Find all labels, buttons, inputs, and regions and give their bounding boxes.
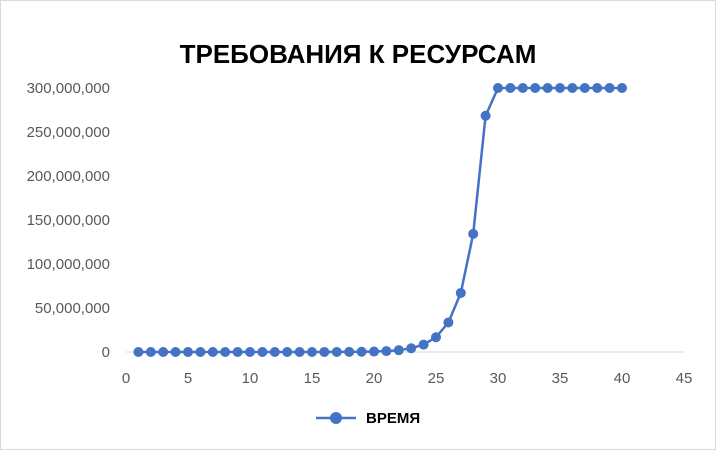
data-point: [220, 346, 231, 357]
x-tick-label: 20: [366, 370, 383, 387]
legend: ВРЕМЯ: [316, 410, 420, 427]
x-tick-label: 10: [242, 370, 259, 387]
data-point: [393, 345, 404, 356]
y-tick-label: 150,000,000: [27, 212, 110, 229]
data-point: [592, 83, 603, 93]
data-point: [555, 83, 565, 93]
legend-marker-dot: [330, 412, 342, 424]
data-point: [468, 228, 479, 239]
x-tick-label: 15: [304, 370, 321, 387]
y-tick-label: 50,000,000: [35, 300, 110, 317]
y-axis-ticks: 0 50,000,000 100,000,000 150,000,000 200,000…: [27, 80, 110, 361]
chart-title: ТРЕБОВАНИЯ К РЕСУРСАМ: [180, 39, 537, 69]
data-point: [170, 347, 181, 357]
data-point: [158, 347, 169, 357]
data-point: [369, 346, 379, 357]
x-axis-ticks: 0 5 10 15 20 25 30 35 40 45: [122, 370, 693, 387]
data-point: [455, 287, 466, 298]
data-point: [282, 346, 293, 357]
data-point: [183, 347, 193, 357]
y-tick-label: 250,000,000: [27, 124, 110, 141]
y-tick-label: 0: [102, 344, 110, 361]
data-point: [542, 83, 553, 93]
x-tick-label: 40: [614, 370, 631, 387]
data-point: [257, 346, 268, 357]
data-point: [617, 83, 627, 93]
x-tick-label: 35: [552, 370, 569, 387]
x-tick-label: 0: [122, 370, 130, 387]
data-point: [381, 346, 392, 357]
y-tick-label: 100,000,000: [27, 256, 110, 273]
legend-label-time: ВРЕМЯ: [366, 410, 420, 427]
data-point: [331, 346, 342, 357]
data-point: [207, 346, 218, 357]
data-point: [505, 83, 516, 93]
data-point: [431, 332, 441, 343]
series-line: [138, 86, 622, 354]
data-point: [195, 346, 206, 357]
data-point: [418, 339, 429, 350]
data-point: [145, 347, 156, 357]
data-point: [406, 343, 417, 354]
data-point: [493, 83, 503, 93]
data-point: [530, 83, 541, 93]
data-point: [579, 83, 590, 93]
data-point: [133, 347, 144, 357]
data-point: [604, 83, 615, 93]
data-point: [232, 346, 243, 357]
y-tick-label: 200,000,000: [27, 168, 110, 185]
data-point: [480, 110, 491, 121]
data-point: [294, 346, 305, 357]
data-point: [319, 346, 330, 357]
data-point: [567, 83, 578, 93]
data-point: [443, 317, 454, 328]
x-tick-label: 30: [490, 370, 507, 387]
series-time: [133, 83, 627, 357]
x-tick-label: 5: [184, 370, 192, 387]
data-point: [245, 346, 255, 357]
data-point: [517, 83, 528, 93]
data-point: [344, 346, 355, 357]
y-tick-label: 300,000,000: [27, 80, 110, 97]
x-tick-label: 45: [676, 370, 693, 387]
data-point: [269, 346, 280, 357]
x-tick-label: 25: [428, 370, 445, 387]
data-point: [356, 346, 367, 357]
data-point: [307, 346, 317, 357]
